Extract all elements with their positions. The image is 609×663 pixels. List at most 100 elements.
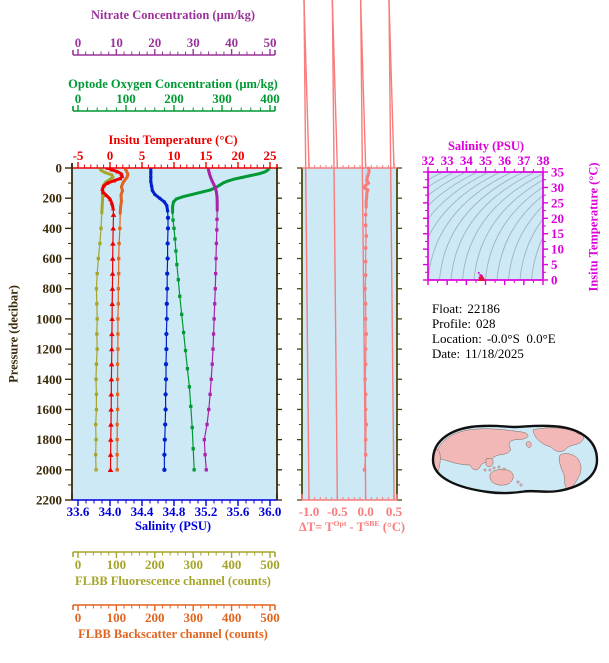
float-info-row: Profile: 028 xyxy=(432,316,556,331)
pressure-axis-title: Pressure (decibar) xyxy=(6,285,21,383)
svg-text:34.8: 34.8 xyxy=(163,504,186,519)
svg-text:400: 400 xyxy=(222,610,242,625)
fluorescence-axis: 0 100 200 300 400 500 xyxy=(72,551,280,572)
svg-text:35.2: 35.2 xyxy=(195,504,218,519)
ts-temperature-axis-title: Insitu Temperature (°C) xyxy=(586,162,601,292)
svg-text:100: 100 xyxy=(107,557,127,572)
svg-text:35.6: 35.6 xyxy=(227,504,250,519)
svg-text:10: 10 xyxy=(110,35,123,50)
svg-text:1800: 1800 xyxy=(36,432,62,447)
ts-profile-marker xyxy=(477,271,486,281)
float-info-row: Float: 22186 xyxy=(432,301,556,316)
svg-text:15: 15 xyxy=(551,226,565,241)
svg-text:2200: 2200 xyxy=(36,493,62,508)
svg-text:36.0: 36.0 xyxy=(259,504,282,519)
backscatter-axis-title: FLBB Backscatter channel (counts) xyxy=(78,627,268,641)
delta-title-mid: - T xyxy=(346,520,365,535)
delta-title-sup-opt: Opt xyxy=(333,519,347,528)
svg-text:400: 400 xyxy=(260,91,280,106)
temperature-axis: -5 0 5 10 15 20 25 xyxy=(71,148,278,169)
svg-text:20: 20 xyxy=(551,211,564,226)
temperature-axis-title: Insitu Temperature (°C) xyxy=(108,133,238,147)
svg-text:1400: 1400 xyxy=(36,372,62,387)
svg-text:2000: 2000 xyxy=(36,462,62,477)
delta-panel-axes: -1.0 -0.5 0.0 0.5 xyxy=(297,0,403,519)
svg-text:-1.0: -1.0 xyxy=(299,504,320,519)
oxygen-axis-title: Optode Oxygen Concentration (µm/kg) xyxy=(68,77,278,91)
float-info-row: Date: 11/18/2025 xyxy=(432,346,556,361)
series-backscatter xyxy=(115,168,130,472)
main-right-frame xyxy=(276,167,282,501)
date-value: 11/18/2025 xyxy=(465,346,524,361)
svg-text:200: 200 xyxy=(145,557,165,572)
svg-text:20: 20 xyxy=(148,35,161,50)
profile-value: 028 xyxy=(476,316,496,331)
float-info-block: Float: 22186 Profile: 028 Location: -0.0°S … xyxy=(432,301,556,361)
svg-text:30: 30 xyxy=(187,35,200,50)
svg-text:0: 0 xyxy=(107,148,114,163)
svg-text:200: 200 xyxy=(43,191,63,206)
svg-text:15: 15 xyxy=(200,148,214,163)
nitrate-axis-title: Nitrate Concentration (µm/kg) xyxy=(90,8,256,22)
svg-text:300: 300 xyxy=(183,610,203,625)
svg-text:40: 40 xyxy=(225,35,238,50)
svg-text:35: 35 xyxy=(551,165,565,180)
svg-text:25: 25 xyxy=(264,148,278,163)
svg-text:0.5: 0.5 xyxy=(386,504,403,519)
oxygen-axis: 0 100 200 300 400 xyxy=(72,91,280,112)
ts-salinity-axis-title: Salinity (PSU) xyxy=(447,139,525,153)
float-info-row: Location: -0.0°S 0.0°E xyxy=(432,331,556,346)
svg-text:25: 25 xyxy=(551,195,565,210)
svg-text:400: 400 xyxy=(43,221,63,236)
salinity-axis: 33.6 34.0 34.4 34.8 35.2 35.6 36.0 xyxy=(67,494,282,519)
delta-t-axis-title: ΔT= TOpt - TSBE (°C) xyxy=(299,519,405,535)
svg-text:300: 300 xyxy=(212,91,232,106)
svg-text:33.6: 33.6 xyxy=(67,504,90,519)
svg-text:0: 0 xyxy=(75,610,82,625)
svg-text:10: 10 xyxy=(168,148,181,163)
svg-text:0: 0 xyxy=(75,557,82,572)
svg-text:800: 800 xyxy=(43,281,63,296)
svg-text:500: 500 xyxy=(260,557,280,572)
svg-text:400: 400 xyxy=(222,557,242,572)
svg-text:34.4: 34.4 xyxy=(131,504,154,519)
svg-text:5: 5 xyxy=(139,148,146,163)
location-label: Location: xyxy=(432,331,482,346)
svg-text:37: 37 xyxy=(517,153,531,168)
svg-text:100: 100 xyxy=(116,91,136,106)
nitrate-axis: 0 10 20 30 40 50 xyxy=(72,35,277,56)
delta-title-pre: ΔT= T xyxy=(298,520,334,535)
fluorescence-axis-title: FLBB Fluorescence channel (counts) xyxy=(75,574,271,588)
delta-title-post: (°C) xyxy=(379,520,406,535)
svg-text:0: 0 xyxy=(56,161,63,176)
svg-text:1000: 1000 xyxy=(36,311,62,326)
svg-text:100: 100 xyxy=(107,610,127,625)
svg-text:0: 0 xyxy=(551,273,558,288)
series-delta-t xyxy=(361,166,371,472)
date-label: Date: xyxy=(432,346,461,361)
svg-text:0.0: 0.0 xyxy=(358,504,374,519)
svg-text:200: 200 xyxy=(164,91,184,106)
salinity-axis-title: Salinity (PSU) xyxy=(134,519,212,533)
svg-text:33: 33 xyxy=(441,153,455,168)
svg-text:34.0: 34.0 xyxy=(99,504,122,519)
panel-backgrounds xyxy=(72,168,543,500)
series-oxygen xyxy=(171,168,271,472)
delta-title-sup-sbe: SBE xyxy=(364,519,380,528)
series-temperature xyxy=(100,168,125,472)
pressure-axis: 0 200 400 600 800 1000 1200 1400 1600 1800 2000 220… xyxy=(36,161,73,508)
svg-text:10: 10 xyxy=(551,242,564,257)
svg-text:-5: -5 xyxy=(73,148,84,163)
svg-text:36: 36 xyxy=(498,153,512,168)
svg-text:38: 38 xyxy=(537,153,551,168)
world-map xyxy=(431,424,599,495)
svg-text:300: 300 xyxy=(183,557,203,572)
svg-text:34: 34 xyxy=(460,153,474,168)
svg-text:5: 5 xyxy=(551,257,558,272)
svg-text:0: 0 xyxy=(75,35,82,50)
series-fluorescence xyxy=(94,168,115,472)
svg-text:30: 30 xyxy=(551,180,564,195)
svg-text:1600: 1600 xyxy=(36,402,62,417)
